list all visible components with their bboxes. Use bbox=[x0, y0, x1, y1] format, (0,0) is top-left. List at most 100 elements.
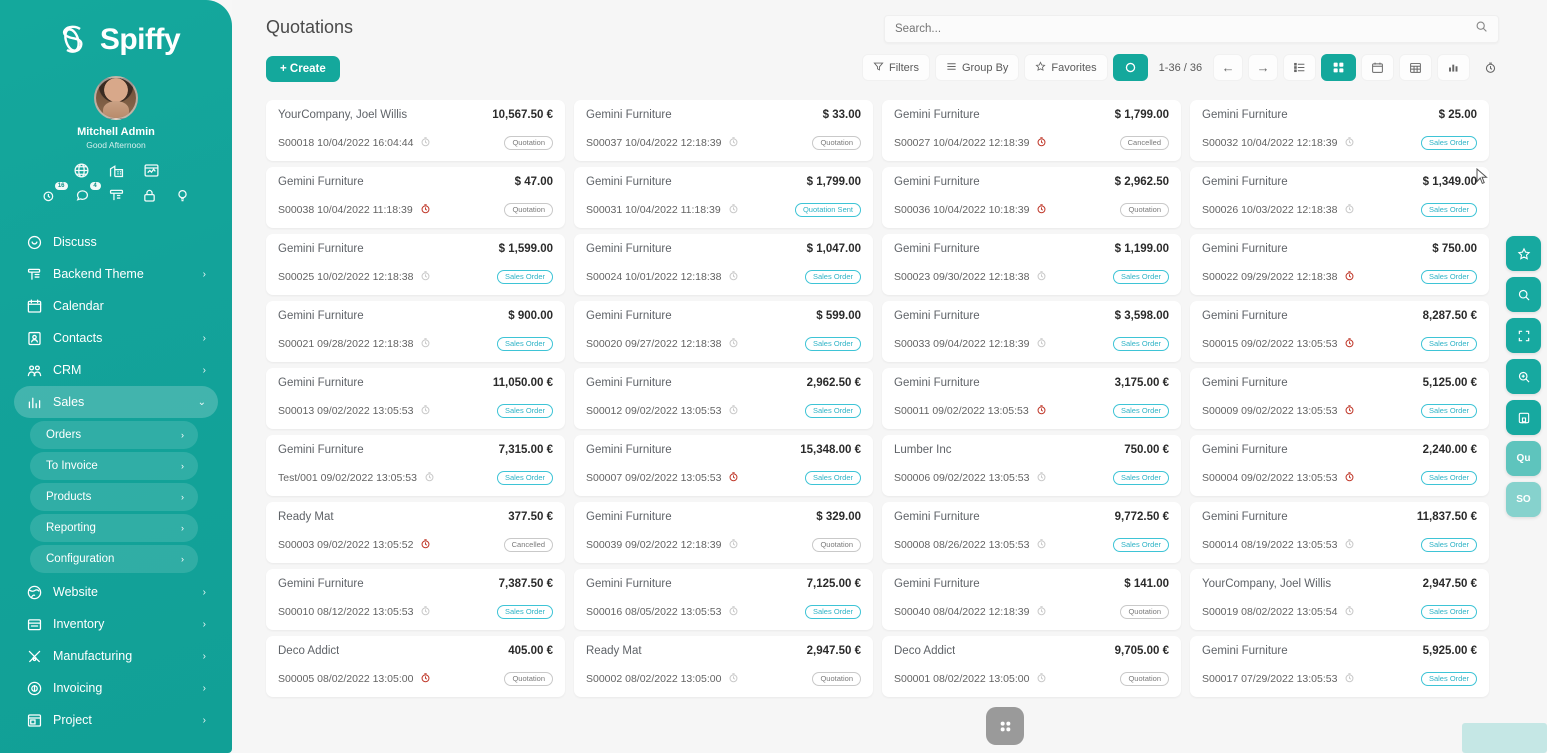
sidebar-item-discuss[interactable]: Discuss bbox=[14, 226, 218, 258]
refresh-button[interactable] bbox=[1112, 54, 1148, 81]
sidebar-subitem-orders[interactable]: Orders › bbox=[30, 421, 198, 449]
calendar-view-button[interactable] bbox=[1361, 54, 1395, 81]
inventory-icon bbox=[26, 616, 43, 633]
sidebar-item-sales[interactable]: Sales ⌄ bbox=[14, 386, 218, 418]
sidebar-item-invoicing[interactable]: Invoicing › bbox=[14, 672, 218, 704]
quotation-card[interactable]: Gemini Furniture 7,315.00 € Test/001 09/02… bbox=[266, 435, 565, 496]
fullscreen-icon[interactable] bbox=[1506, 318, 1541, 353]
quotation-card[interactable]: Deco Addict 405.00 € S00005 08/02/2022 13:… bbox=[266, 636, 565, 697]
company-icon[interactable] bbox=[108, 162, 125, 179]
quotation-card[interactable]: Gemini Furniture $ 599.00 S00020 09/27/202… bbox=[574, 301, 873, 362]
messages-icon[interactable]: 4 bbox=[75, 182, 101, 204]
globe-icon[interactable] bbox=[73, 162, 90, 179]
sidebar-subitem-configuration[interactable]: Configuration › bbox=[30, 545, 198, 573]
quotation-card[interactable]: Gemini Furniture $ 1,349.00 S00026 10/03/2… bbox=[1190, 167, 1489, 228]
quotation-card[interactable]: Gemini Furniture 9,772.50 € S00008 08/26/2… bbox=[882, 502, 1181, 563]
graph-view-button[interactable] bbox=[1437, 54, 1471, 81]
quotation-card[interactable]: Gemini Furniture 3,175.00 € S00011 09/02/2… bbox=[882, 368, 1181, 429]
quotation-card[interactable]: Gemini Furniture $ 329.00 S00039 09/02/202… bbox=[574, 502, 873, 563]
quotation-card[interactable]: YourCompany, Joel Willis 10,567.50 € S0001… bbox=[266, 100, 565, 161]
next-page-button[interactable]: → bbox=[1248, 54, 1279, 81]
sidebar-item-backend-theme[interactable]: Backend Theme › bbox=[14, 258, 218, 290]
theme-icon[interactable] bbox=[108, 187, 125, 204]
list-view-button[interactable] bbox=[1283, 54, 1317, 81]
bookmark-icon[interactable] bbox=[1506, 400, 1541, 435]
prev-page-button[interactable]: ← bbox=[1213, 54, 1244, 81]
sidebar-subitem-to-invoice[interactable]: To Invoice › bbox=[30, 452, 198, 480]
card-reference: S00001 08/02/2022 13:05:00 bbox=[894, 673, 1030, 685]
search-bar[interactable] bbox=[884, 15, 1499, 43]
quotation-card[interactable]: Gemini Furniture $ 33.00 S00037 10/04/2022… bbox=[574, 100, 873, 161]
status-badge: Quotation bbox=[504, 202, 553, 218]
search-icon[interactable] bbox=[1475, 20, 1488, 38]
brand-logo[interactable]: Spiffy bbox=[0, 0, 232, 66]
top-bar: Quotations + Create Filters Group By bbox=[232, 0, 1547, 96]
dashboard-icon[interactable] bbox=[143, 162, 160, 179]
activity-view-button[interactable] bbox=[1475, 54, 1506, 81]
quotation-card[interactable]: Gemini Furniture 5,125.00 € S00009 09/02/2… bbox=[1190, 368, 1489, 429]
sales-order-shortcut[interactable]: SO bbox=[1506, 482, 1541, 517]
card-customer: Gemini Furniture bbox=[278, 176, 364, 188]
pivot-view-button[interactable] bbox=[1399, 54, 1433, 81]
sidebar-item-project[interactable]: Project › bbox=[14, 704, 218, 736]
apps-grid-button[interactable] bbox=[986, 707, 1024, 745]
quotation-card[interactable]: Gemini Furniture $ 1,799.00 S00031 10/04/2… bbox=[574, 167, 873, 228]
star-icon[interactable] bbox=[1506, 236, 1541, 271]
filters-button[interactable]: Filters bbox=[862, 54, 930, 81]
quotation-card[interactable]: Gemini Furniture $ 1,799.00 S00027 10/04/2… bbox=[882, 100, 1181, 161]
quotation-card[interactable]: Gemini Furniture 11,050.00 € S00013 09/02/… bbox=[266, 368, 565, 429]
create-button[interactable]: + Create bbox=[266, 56, 340, 82]
kanban-view-button[interactable] bbox=[1321, 54, 1357, 81]
sidebar-item-calendar[interactable]: Calendar bbox=[14, 290, 218, 322]
quotation-card[interactable]: Gemini Furniture $ 1,199.00 S00023 09/30/2… bbox=[882, 234, 1181, 295]
bulb-icon[interactable] bbox=[174, 187, 191, 204]
quotation-card[interactable]: Deco Addict 9,705.00 € S00001 08/02/2022 1… bbox=[882, 636, 1181, 697]
card-customer: Gemini Furniture bbox=[894, 176, 980, 188]
quotation-card[interactable]: Gemini Furniture 7,125.00 € S00016 08/05/2… bbox=[574, 569, 873, 630]
quotation-card[interactable]: Gemini Furniture $ 900.00 S00021 09/28/202… bbox=[266, 301, 565, 362]
sidebar-item-crm[interactable]: CRM › bbox=[14, 354, 218, 386]
sidebar-item-manufacturing[interactable]: Manufacturing › bbox=[14, 640, 218, 672]
quotation-card[interactable]: Gemini Furniture $ 25.00 S00032 10/04/2022… bbox=[1190, 100, 1489, 161]
avatar[interactable] bbox=[94, 76, 138, 120]
favorites-button[interactable]: Favorites bbox=[1024, 54, 1108, 81]
quotation-card[interactable]: Lumber Inc 750.00 € S00006 09/02/2022 13:0… bbox=[882, 435, 1181, 496]
search-icon[interactable] bbox=[1506, 277, 1541, 312]
group-by-button[interactable]: Group By bbox=[934, 54, 1020, 81]
sidebar-item-inventory[interactable]: Inventory › bbox=[14, 608, 218, 640]
card-reference: S00014 08/19/2022 13:05:53 bbox=[1202, 539, 1338, 551]
quotation-card[interactable]: Gemini Furniture 15,348.00 € S00007 09/02/… bbox=[574, 435, 873, 496]
zoom-in-icon[interactable] bbox=[1506, 359, 1541, 394]
sidebar-subitem-label: Configuration bbox=[46, 553, 115, 565]
quotation-card[interactable]: Gemini Furniture $ 3,598.00 S00033 09/04/2… bbox=[882, 301, 1181, 362]
quotation-card[interactable]: Gemini Furniture 7,387.50 € S00010 08/12/2… bbox=[266, 569, 565, 630]
quotation-card[interactable]: Ready Mat 2,947.50 € S00002 08/02/2022 13:… bbox=[574, 636, 873, 697]
quotation-shortcut[interactable]: Qu bbox=[1506, 441, 1541, 476]
quotation-card[interactable]: Gemini Furniture 2,962.50 € S00012 09/02/2… bbox=[574, 368, 873, 429]
quotation-card[interactable]: Gemini Furniture $ 2,962.50 S00036 10/04/2… bbox=[882, 167, 1181, 228]
sidebar-subitem-products[interactable]: Products › bbox=[30, 483, 198, 511]
quotation-card[interactable]: Gemini Furniture $ 1,599.00 S00025 10/02/2… bbox=[266, 234, 565, 295]
status-badge: Quotation bbox=[504, 671, 553, 687]
lock-icon[interactable] bbox=[141, 187, 158, 204]
card-reference: S00031 10/04/2022 11:18:39 bbox=[586, 204, 721, 216]
activity-clock-icon[interactable]: 16 bbox=[42, 182, 68, 204]
sidebar-subitem-reporting[interactable]: Reporting › bbox=[30, 514, 198, 542]
quotation-card[interactable]: Gemini Furniture $ 750.00 S00022 09/29/202… bbox=[1190, 234, 1489, 295]
quotation-card[interactable]: Gemini Furniture 8,287.50 € S00015 09/02/2… bbox=[1190, 301, 1489, 362]
search-input[interactable] bbox=[895, 23, 1475, 35]
card-amount: $ 1,799.00 bbox=[1114, 109, 1169, 121]
chevron-right-icon: › bbox=[181, 430, 184, 440]
quotation-card[interactable]: Gemini Furniture $ 141.00 S00040 08/04/202… bbox=[882, 569, 1181, 630]
quotation-card[interactable]: YourCompany, Joel Willis 2,947.50 € S00019… bbox=[1190, 569, 1489, 630]
quotation-card[interactable]: Gemini Furniture 11,837.50 € S00014 08/19/… bbox=[1190, 502, 1489, 563]
quotation-card[interactable]: Gemini Furniture 5,925.00 € S00017 07/29/2… bbox=[1190, 636, 1489, 697]
quotation-card[interactable]: Gemini Furniture $ 47.00 S00038 10/04/2022… bbox=[266, 167, 565, 228]
quotation-card[interactable]: Ready Mat 377.50 € S00003 09/02/2022 13:05… bbox=[266, 502, 565, 563]
card-customer: Gemini Furniture bbox=[278, 578, 364, 590]
quotation-card[interactable]: Gemini Furniture 2,240.00 € S00004 09/02/2… bbox=[1190, 435, 1489, 496]
quotation-card[interactable]: Gemini Furniture $ 1,047.00 S00024 10/01/2… bbox=[574, 234, 873, 295]
sidebar-item-website[interactable]: Website › bbox=[14, 576, 218, 608]
sidebar-item-contacts[interactable]: Contacts › bbox=[14, 322, 218, 354]
corner-chip[interactable] bbox=[1462, 723, 1547, 753]
